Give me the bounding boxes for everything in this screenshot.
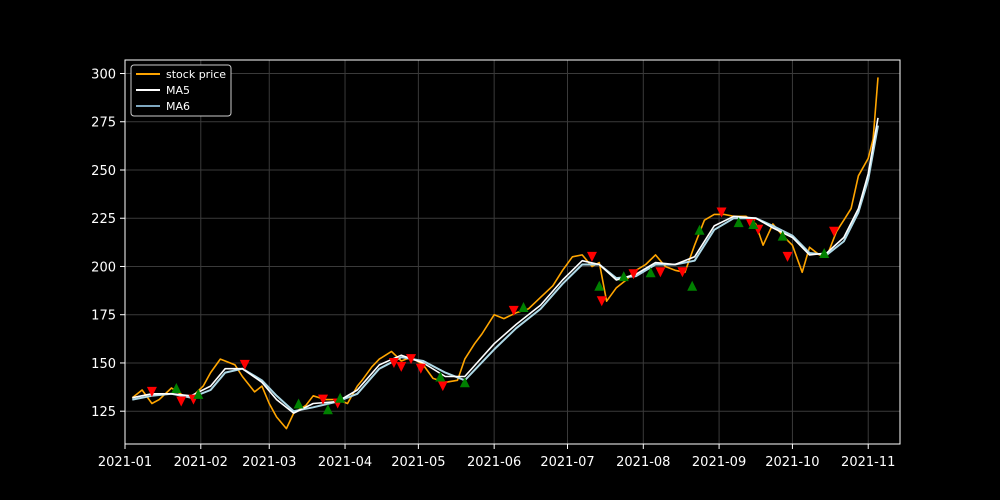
x-tick-label: 2021-04 [318, 455, 372, 470]
y-tick-label: 125 [91, 405, 116, 420]
sell-signal-marker [586, 251, 597, 262]
y-tick-label: 200 [91, 260, 116, 275]
sell-signal-marker [596, 296, 607, 307]
buy-signal-marker [594, 280, 605, 291]
buy-signal-marker [733, 217, 744, 228]
buy-signal-marker [335, 392, 346, 403]
sell-signal-marker [437, 381, 448, 392]
sell-signal-marker [828, 226, 839, 237]
legend-label-ma5: MA5 [166, 84, 190, 97]
buy-signal-marker [694, 224, 705, 235]
buy-signal-marker [322, 404, 333, 415]
y-tick-label: 225 [91, 212, 116, 227]
sell-signal-marker [508, 305, 519, 316]
sell-signal-marker [655, 267, 666, 278]
x-tick-label: 2021-05 [391, 455, 445, 470]
buy-signal-marker [819, 247, 830, 258]
y-tick-label: 175 [91, 309, 116, 324]
buy-signal-marker [193, 388, 204, 399]
x-tick-label: 2021-07 [540, 455, 594, 470]
x-tick-label: 2021-02 [174, 455, 228, 470]
x-tick-label: 2021-06 [467, 455, 521, 470]
buy-signal-marker [687, 280, 698, 291]
buy-signal-marker [645, 267, 656, 278]
plot-markers [146, 207, 839, 415]
legend: stock price MA5 MA6 [130, 64, 232, 117]
sell-signal-marker [239, 359, 250, 370]
x-tick-label: 2021-01 [98, 455, 152, 470]
sell-signal-marker [782, 251, 793, 262]
x-tick-label: 2021-09 [692, 455, 746, 470]
sell-signal-marker [406, 354, 417, 365]
x-tick-label: 2021-03 [242, 455, 296, 470]
x-tick-label: 2021-11 [841, 455, 895, 470]
x-tick-label: 2021-10 [765, 455, 819, 470]
x-axis: 2021-01 2021-02 2021-03 2021-04 2021-05 2021-… [98, 444, 895, 470]
sell-signal-marker [318, 394, 329, 405]
sell-signal-marker [415, 363, 426, 374]
plot-frame [124, 59, 901, 445]
buy-signal-marker [459, 377, 470, 388]
x-tick-label: 2021-08 [616, 455, 670, 470]
sell-signal-marker [716, 207, 727, 218]
buy-signal-marker [435, 371, 446, 382]
buy-signal-marker [777, 230, 788, 241]
legend-label-ma6: MA6 [166, 100, 190, 113]
sell-signal-marker [628, 269, 639, 280]
sell-signal-marker [146, 386, 157, 397]
buy-signal-marker [171, 383, 182, 394]
legend-box [130, 64, 232, 117]
y-tick-label: 150 [91, 357, 116, 372]
y-axis: 125 150 175 200 225 250 275 300 [91, 68, 125, 420]
y-tick-label: 275 [91, 116, 116, 131]
sell-signal-marker [396, 361, 407, 372]
buy-signal-marker [748, 219, 759, 230]
sell-signal-marker [388, 357, 399, 368]
y-tick-label: 250 [91, 164, 116, 179]
buy-signal-marker [293, 398, 304, 409]
sell-signal-marker [677, 267, 688, 278]
y-tick-label: 300 [91, 68, 116, 83]
buy-signal-marker [518, 301, 529, 312]
legend-label-stock-price: stock price [166, 68, 226, 81]
sell-signal-marker [176, 396, 187, 407]
buy-signal-marker [618, 271, 629, 282]
